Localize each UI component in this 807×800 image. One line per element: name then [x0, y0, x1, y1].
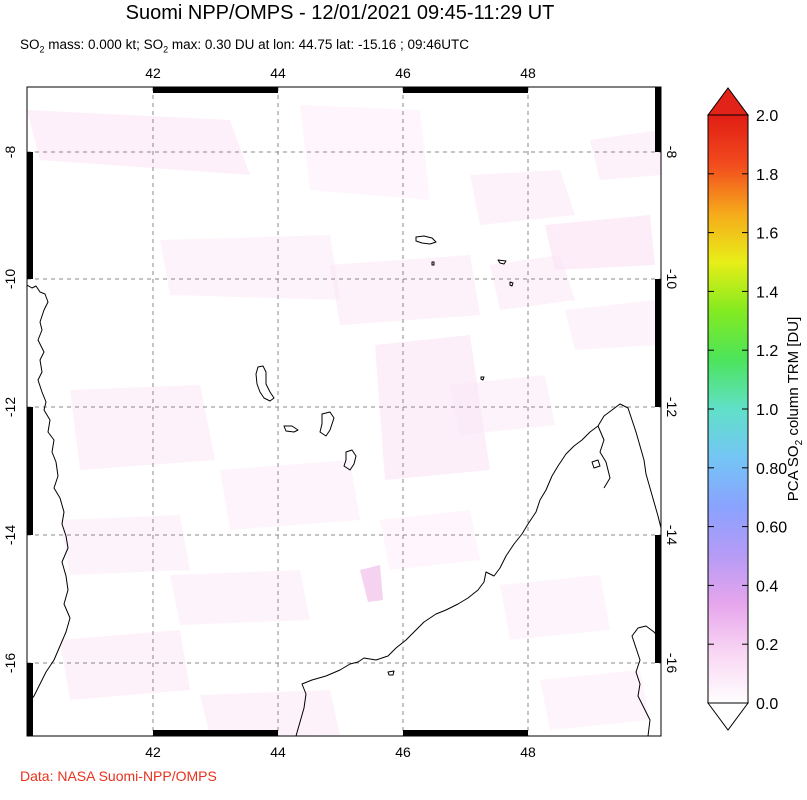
- colorbar-label: PCA SO2 column TRM [DU]: [785, 317, 805, 502]
- so2-patch: [565, 300, 660, 350]
- colorbar-tick-label: 1.4: [756, 284, 778, 301]
- lon-tick-top: 42: [145, 65, 161, 81]
- islet: [509, 281, 514, 287]
- islet: [387, 670, 395, 676]
- so2-patch: [200, 690, 340, 736]
- islet: [431, 261, 435, 266]
- colorbar-tick-label: 1.8: [756, 167, 778, 184]
- so2-patch: [330, 255, 480, 325]
- lat-tick-left: -16: [2, 653, 18, 673]
- colorbar-tick-label: 1.0: [756, 402, 778, 419]
- so2-patch: [470, 170, 575, 225]
- lon-tick-bottom: 42: [145, 744, 161, 760]
- islet: [480, 376, 485, 381]
- lon-tick-labels-top: 42 44 46 48: [145, 65, 536, 81]
- so2-patch: [170, 570, 310, 625]
- colorbar-tick-label: 0.80: [756, 461, 787, 478]
- stats-part-4: 2: [163, 44, 169, 55]
- so2-patch: [490, 255, 575, 310]
- anjouan-island: [319, 411, 335, 437]
- colorbar-label-part: column TRM [DU]: [785, 317, 802, 440]
- frame-bar-left: [27, 407, 33, 535]
- frame-bar-bottom: [153, 730, 278, 736]
- colorbar-tick-label: 0.4: [756, 578, 778, 595]
- aldabra-atoll: [415, 235, 437, 245]
- so2-patch: [380, 510, 480, 570]
- so2-patch: [160, 235, 340, 300]
- colorbar-tick-label: 0.60: [756, 520, 787, 537]
- cape-amber-coastline: [597, 425, 611, 489]
- lat-tick-right: -10: [664, 269, 680, 289]
- lat-tick-right: -16: [664, 653, 680, 673]
- coastlines: [27, 235, 661, 736]
- so2-patch: [540, 670, 650, 730]
- lon-tick-bottom: 44: [270, 744, 286, 760]
- stats-part-1: SO: [20, 37, 40, 52]
- so2-patch: [545, 215, 655, 270]
- lat-tick-left: -14: [2, 525, 18, 545]
- lat-tick-labels-right: -8 -10 -12 -14 -16: [664, 146, 680, 674]
- colorbar-ticks: 2.0 1.8 1.6 1.4 1.2 1.0 0.80 0.60 0.4 0.2 0.0: [708, 108, 787, 713]
- lon-tick-bottom: 48: [520, 744, 536, 760]
- colorbar-label-part: PCA SO: [785, 445, 802, 501]
- lat-tick-left: -12: [2, 397, 18, 417]
- so2-patch: [70, 385, 215, 470]
- lat-tick-right: -14: [664, 525, 680, 545]
- so2-patch: [360, 565, 383, 602]
- colorbar-label-subscript: 2: [794, 439, 805, 445]
- nosy-be-island: [591, 459, 601, 469]
- frame-bar-right: [655, 87, 661, 152]
- colorbar: 2.0 1.8 1.6 1.4 1.2 1.0 0.80 0.60 0.4 0.2 0.0 PCA …: [707, 87, 805, 731]
- southeast-coastline: [631, 625, 661, 736]
- frame-bar-left: [27, 152, 33, 279]
- lon-tick-bottom: 46: [395, 744, 411, 760]
- lat-tick-left: -8: [2, 146, 18, 159]
- so2-patch: [27, 110, 250, 175]
- so2-patch: [590, 130, 661, 180]
- stats-part-3: mass: 0.000 kt; SO: [44, 37, 164, 52]
- moheli-island: [283, 425, 299, 433]
- colorbar-tick-label: 0.2: [756, 637, 778, 654]
- colorbar-tick-label: 0.0: [756, 696, 778, 713]
- so2-patch: [375, 335, 490, 480]
- lat-tick-left: -10: [2, 269, 18, 289]
- frame-bar-bottom: [403, 730, 528, 736]
- lon-tick-top: 46: [395, 65, 411, 81]
- frame-bar-top: [153, 87, 278, 93]
- frame-tick-bars: [27, 87, 661, 736]
- madagascar-coastline: [295, 403, 661, 736]
- islet: [497, 259, 507, 265]
- africa-coastline: [27, 284, 71, 707]
- colorbar-under-triangle: [707, 702, 749, 731]
- lat-tick-right: -12: [664, 397, 680, 417]
- so2-patch: [220, 460, 360, 530]
- colorbar-tick-label: 1.6: [756, 226, 778, 243]
- frame-bar-top: [403, 87, 528, 93]
- grande-comore-island: [255, 365, 275, 402]
- mayotte-island: [343, 449, 357, 471]
- so2-patch: [500, 575, 610, 640]
- so2-patch: [60, 515, 190, 575]
- lon-tick-labels-bottom: 42 44 46 48: [145, 744, 536, 760]
- lon-tick-top: 48: [520, 65, 536, 81]
- lon-tick-top: 44: [270, 65, 286, 81]
- so2-patch: [60, 630, 190, 700]
- so2-stats-line: SO2 mass: 0.000 kt; SO2 max: 0.30 DU at …: [20, 37, 469, 55]
- so2-retrieval-patches: [27, 105, 661, 736]
- colorbar-over-triangle: [707, 87, 749, 116]
- frame-bar-right: [655, 279, 661, 407]
- frame-bar-right: [655, 535, 661, 663]
- graticule: [27, 87, 661, 736]
- stats-part-2: 2: [39, 44, 45, 55]
- lat-tick-right: -8: [664, 146, 680, 159]
- frame-bar-left: [27, 663, 33, 736]
- so2-patch: [450, 375, 555, 435]
- data-credit: Data: NASA Suomi-NPP/OMPS: [20, 768, 217, 784]
- map-title: Suomi NPP/OMPS - 12/01/2021 09:45-11:29 …: [125, 2, 555, 24]
- colorbar-tick-label: 1.2: [756, 343, 778, 360]
- lat-tick-labels-left: -8 -10 -12 -14 -16: [2, 146, 18, 674]
- stats-part-5: max: 0.30 DU at lon: 44.75 lat: -15.16 ;…: [168, 37, 470, 52]
- colorbar-tick-label: 2.0: [756, 108, 778, 125]
